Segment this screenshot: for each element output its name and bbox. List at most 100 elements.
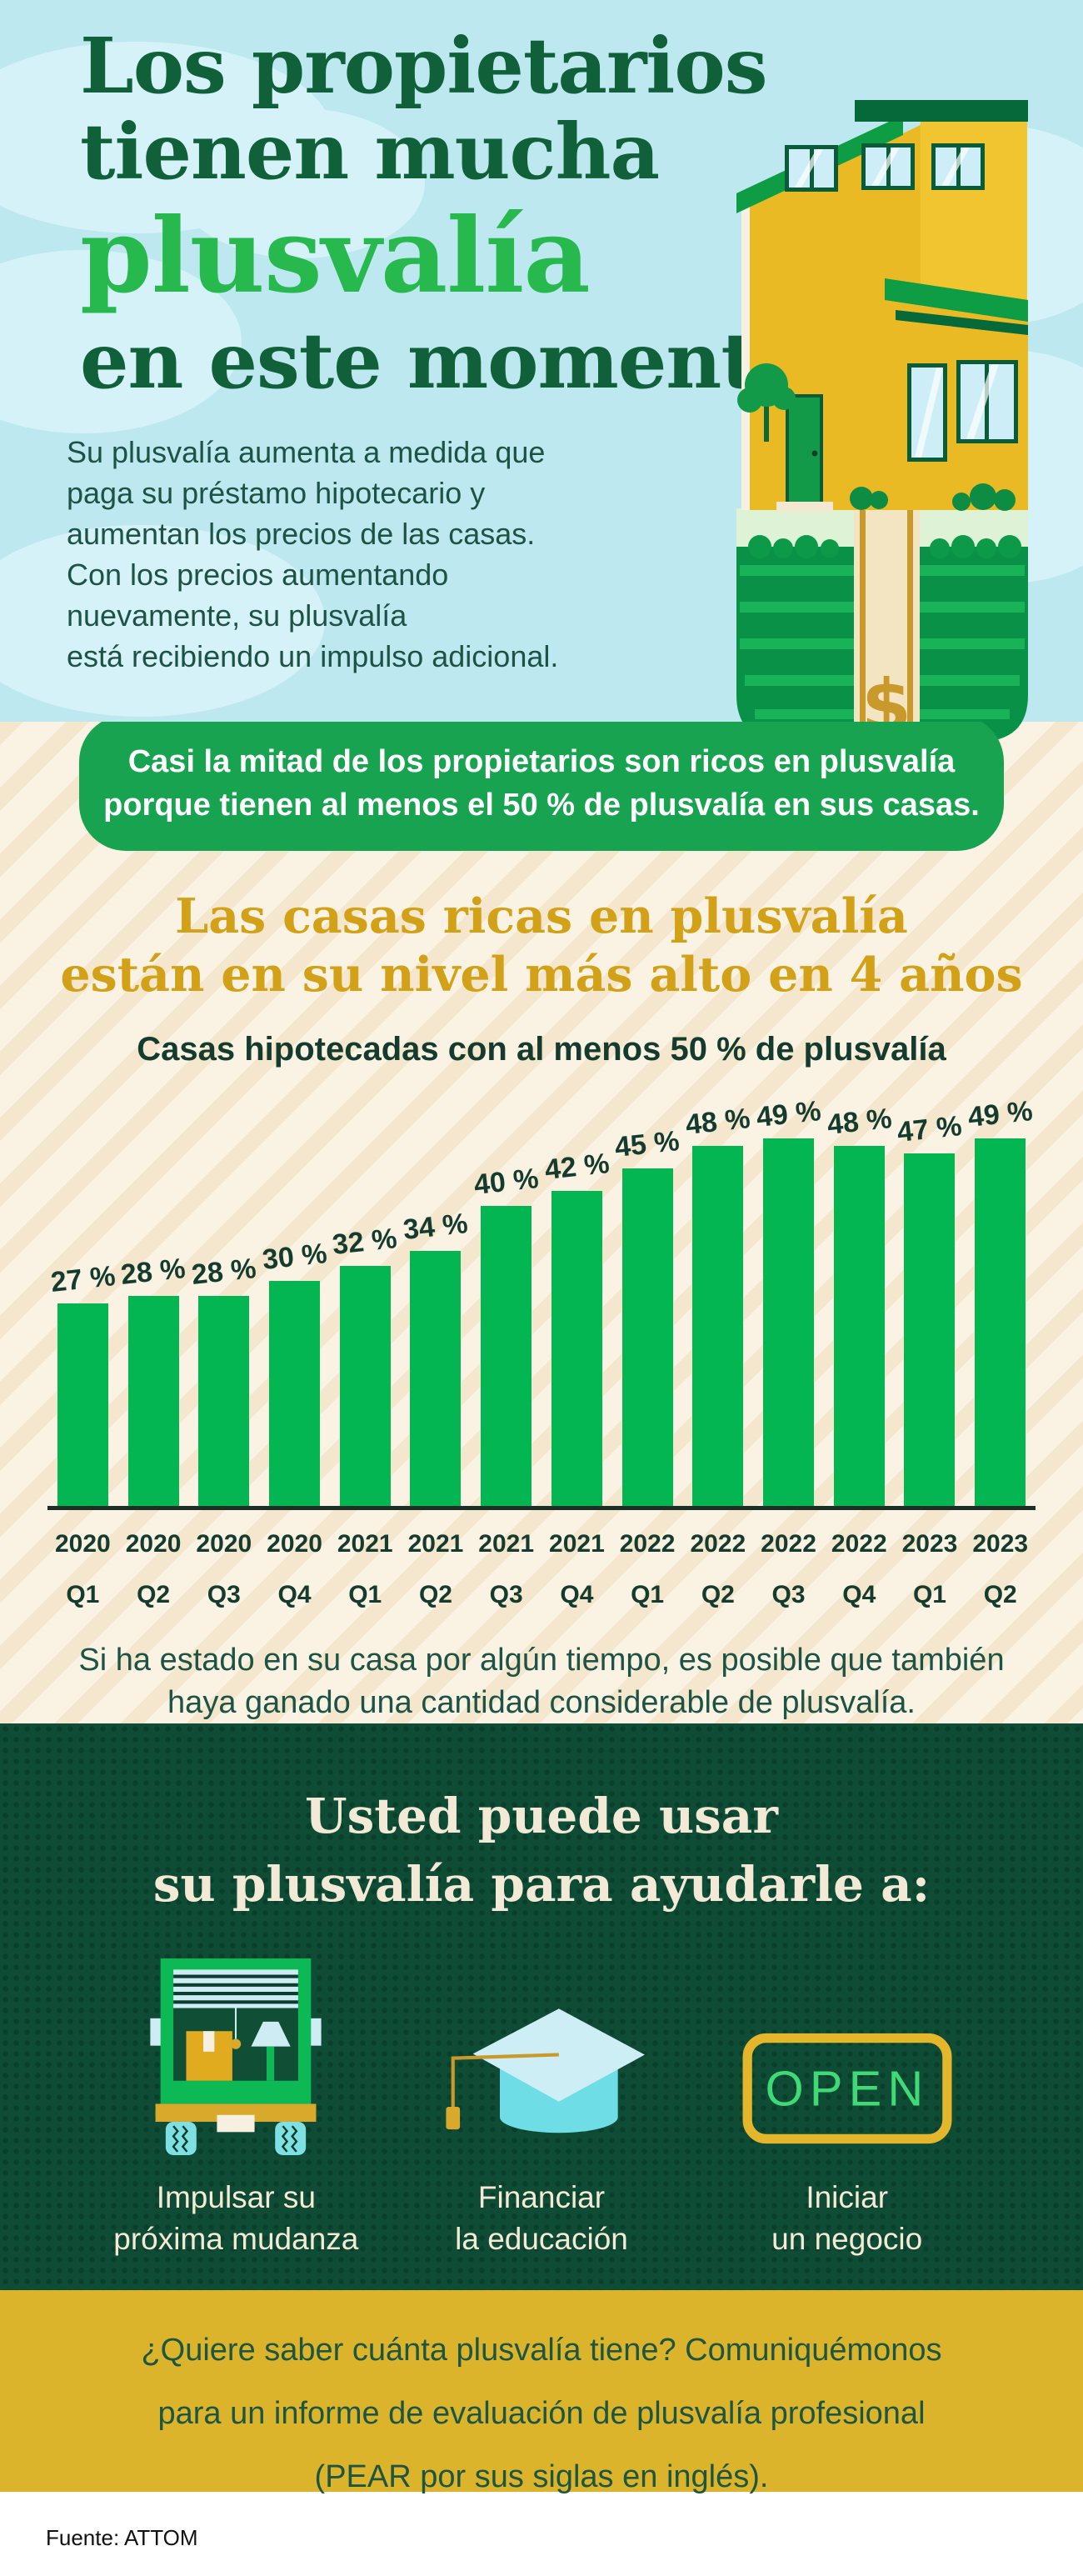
bar-value-label: 42 % <box>542 1148 611 1186</box>
bar <box>621 1168 673 1506</box>
bar-column: 42 % <box>542 1148 612 1506</box>
cloud <box>0 525 325 717</box>
cta-line: ¿Quiere saber cuánta plusvalía tiene? Co… <box>141 2333 942 2368</box>
bar-value-label: 34 % <box>402 1208 470 1246</box>
bar-column: 34 % <box>401 1208 472 1506</box>
x-tick-quarter: Q2 <box>983 1581 1017 1608</box>
bar <box>57 1303 108 1506</box>
x-tick-quarter: Q3 <box>207 1581 241 1608</box>
bar-chart: 27 % 28 % 28 % 30 % 32 % 34 % 40 % 42 % 45 % 48 %… <box>47 1092 1036 1609</box>
bushes <box>850 483 1016 511</box>
bar-value-label: 30 % <box>260 1238 328 1276</box>
intro-line: aumentan los precios de las casas. <box>67 517 536 551</box>
x-tick-year: 2021 <box>549 1530 605 1558</box>
bar-value-label: 40 % <box>472 1163 541 1201</box>
x-tick-year: 2021 <box>407 1530 464 1558</box>
x-tick: 2021 Q3 <box>471 1530 542 1609</box>
x-tick-year: 2020 <box>54 1530 111 1558</box>
intro-line: Con los precios aumentando <box>67 558 449 592</box>
x-tick-quarter: Q1 <box>66 1581 100 1608</box>
x-tick: 2022 Q2 <box>682 1530 753 1609</box>
x-tick-year: 2023 <box>972 1530 1029 1558</box>
x-tick: 2020 Q1 <box>47 1530 118 1609</box>
benefit-label: Financiar la educación <box>455 2177 628 2260</box>
cloud <box>175 108 425 258</box>
intro-line: Su plusvalía aumenta a medida que <box>67 435 546 469</box>
bar-value-label: 48 % <box>825 1103 893 1141</box>
bar-column: 27 % <box>47 1260 118 1506</box>
upper-windows <box>785 143 985 192</box>
bar-value-label: 27 % <box>48 1260 117 1298</box>
chart-note-line: Si ha estado en su casa por algún tiempo… <box>78 1643 1005 1678</box>
banner-line: porque tienen al menos el 50 % de plusva… <box>103 788 980 823</box>
footer: Fuente: ATTOM <box>0 2492 1083 2576</box>
benefit-label-line: Iniciar <box>806 2180 889 2214</box>
x-tick: 2020 Q3 <box>188 1530 259 1609</box>
x-tick-quarter: Q1 <box>912 1581 946 1608</box>
source-text: Fuente: ATTOM <box>46 2525 198 2550</box>
intro-text: Su plusvalía aumenta a medida que paga s… <box>67 432 558 677</box>
bar-value-label: 45 % <box>613 1125 681 1163</box>
x-tick: 2020 Q2 <box>118 1530 189 1609</box>
benefit-label-line: la educación <box>455 2222 628 2256</box>
bar-value-label: 49 % <box>754 1095 823 1133</box>
bar <box>481 1206 532 1506</box>
benefit-label-line: Financiar <box>477 2180 606 2214</box>
x-tick: 2021 Q1 <box>330 1530 401 1609</box>
banner-line: Casi la mitad de los propietarios son ri… <box>127 744 956 779</box>
bar <box>833 1146 885 1506</box>
graduation-cap-icon <box>437 1952 646 2155</box>
stats-section: Casi la mitad de los propietarios son ri… <box>0 722 1083 1723</box>
chart-heading: Las casas ricas en plusvalía están en su… <box>0 888 1083 1004</box>
bar <box>269 1281 321 1506</box>
bar-value-label: 47 % <box>896 1110 964 1148</box>
bar-column: 28 % <box>188 1253 259 1506</box>
x-tick-year: 2021 <box>478 1530 535 1558</box>
bar-column: 49 % <box>965 1095 1036 1506</box>
open-sign-text: OPEN <box>765 2060 929 2116</box>
x-tick-quarter: Q2 <box>701 1581 735 1608</box>
x-tick-quarter: Q4 <box>560 1581 594 1608</box>
bar-value-label: 49 % <box>966 1095 1035 1133</box>
title-line: en este momento <box>80 316 806 406</box>
intro-line: nuevamente, su plusvalía <box>67 598 407 633</box>
x-tick: 2021 Q2 <box>401 1530 472 1609</box>
benefit-label: Iniciar un negocio <box>771 2177 922 2260</box>
bar-column: 49 % <box>753 1095 824 1506</box>
benefit-business: OPEN Iniciar un negocio <box>694 1952 1000 2260</box>
bar <box>975 1138 1026 1506</box>
title-line: Los propietarios <box>80 21 768 111</box>
bar-value-label: 32 % <box>331 1223 399 1261</box>
bar-column: 40 % <box>471 1163 542 1506</box>
x-tick-year: 2021 <box>337 1530 393 1558</box>
chart-heading-line: Las casas ricas en plusvalía <box>175 888 908 944</box>
x-tick-year: 2020 <box>125 1530 182 1558</box>
bar-chart-plot: 27 % 28 % 28 % 30 % 32 % 34 % 40 % 42 % 45 % 48 %… <box>47 1092 1036 1510</box>
house-on-money-stack-illustration: $ <box>736 100 1028 742</box>
x-tick-quarter: Q1 <box>348 1581 382 1608</box>
cta-section: ¿Quiere saber cuánta plusvalía tiene? Co… <box>0 2290 1083 2494</box>
moving-truck-icon <box>150 1952 322 2155</box>
equity-uses-heading-line: su plusvalía para ayudarle a: <box>152 1856 931 1913</box>
bar <box>127 1296 179 1506</box>
benefit-label-line: Impulsar su <box>156 2180 316 2214</box>
bar-column: 48 % <box>824 1103 895 1506</box>
x-tick-year: 2023 <box>901 1530 958 1558</box>
x-tick: 2023 Q1 <box>895 1530 966 1609</box>
x-tick: 2020 Q4 <box>259 1530 330 1609</box>
x-tick-year: 2022 <box>690 1530 746 1558</box>
bar-column: 30 % <box>259 1238 330 1506</box>
bar-column: 45 % <box>612 1125 683 1506</box>
annex-windows <box>907 360 1018 462</box>
equity-uses-section: Usted puede usar su plusvalía para ayuda… <box>0 1723 1083 2290</box>
equity-uses-heading: Usted puede usar su plusvalía para ayuda… <box>0 1723 1083 1918</box>
bar-value-label: 28 % <box>190 1253 258 1291</box>
x-tick-quarter: Q4 <box>842 1581 876 1608</box>
bar-value-label: 48 % <box>684 1103 752 1141</box>
bar-value-label: 28 % <box>119 1253 187 1291</box>
bar <box>339 1266 391 1506</box>
x-tick: 2021 Q4 <box>542 1530 612 1609</box>
x-tick-quarter: Q1 <box>631 1581 665 1608</box>
intro-line: paga su préstamo hipotecario y <box>67 476 486 510</box>
